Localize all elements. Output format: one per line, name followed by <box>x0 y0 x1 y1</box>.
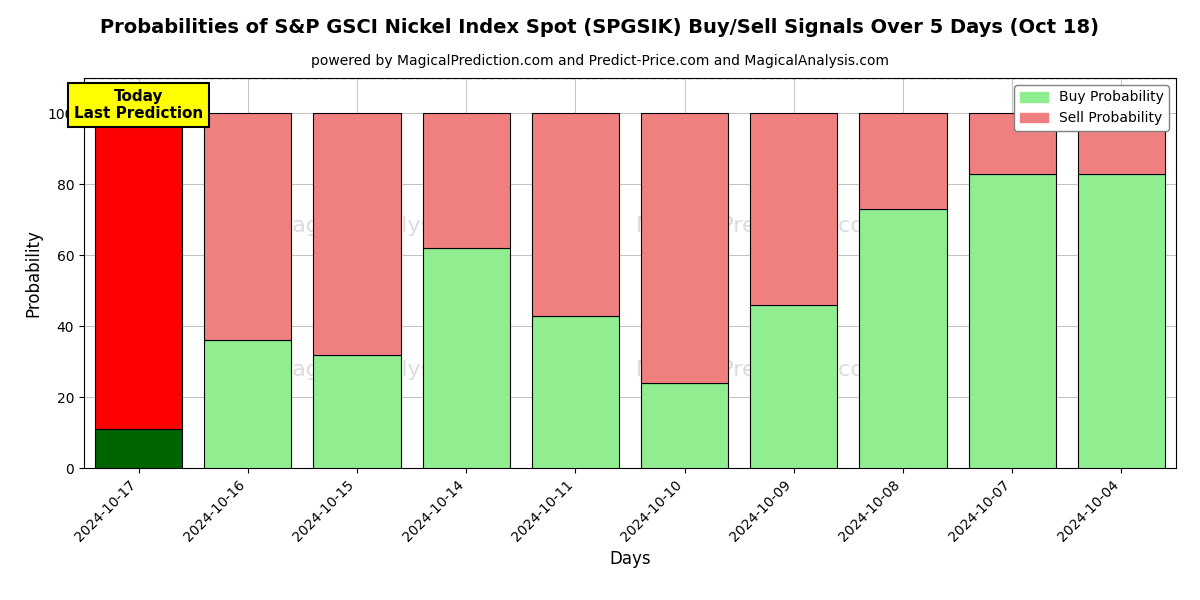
Text: MagicalAnalysis.com: MagicalAnalysis.com <box>274 361 505 380</box>
Text: Today
Last Prediction: Today Last Prediction <box>74 89 203 121</box>
Bar <box>1078 174 1165 468</box>
Bar <box>204 113 292 340</box>
Bar <box>95 429 182 468</box>
Bar <box>859 113 947 209</box>
Bar <box>750 305 838 468</box>
Bar <box>313 355 401 468</box>
Legend: Buy Probability, Sell Probability: Buy Probability, Sell Probability <box>1014 85 1169 131</box>
Bar <box>532 113 619 316</box>
Bar <box>1078 113 1165 174</box>
X-axis label: Days: Days <box>610 550 650 568</box>
Bar <box>204 340 292 468</box>
Bar <box>968 174 1056 468</box>
Text: MagicalPrediction.com: MagicalPrediction.com <box>636 216 887 236</box>
Y-axis label: Probability: Probability <box>24 229 42 317</box>
Bar <box>532 316 619 468</box>
Bar <box>641 113 728 383</box>
Text: powered by MagicalPrediction.com and Predict-Price.com and MagicalAnalysis.com: powered by MagicalPrediction.com and Pre… <box>311 54 889 68</box>
Bar <box>313 113 401 355</box>
Bar <box>422 248 510 468</box>
Text: MagicalPrediction.com: MagicalPrediction.com <box>636 361 887 380</box>
Bar <box>422 113 510 248</box>
Bar <box>750 113 838 305</box>
Bar <box>859 209 947 468</box>
Bar <box>641 383 728 468</box>
Bar <box>95 113 182 429</box>
Text: MagicalAnalysis.com: MagicalAnalysis.com <box>274 216 505 236</box>
Text: Probabilities of S&P GSCI Nickel Index Spot (SPGSIK) Buy/Sell Signals Over 5 Day: Probabilities of S&P GSCI Nickel Index S… <box>101 18 1099 37</box>
Bar <box>968 113 1056 174</box>
